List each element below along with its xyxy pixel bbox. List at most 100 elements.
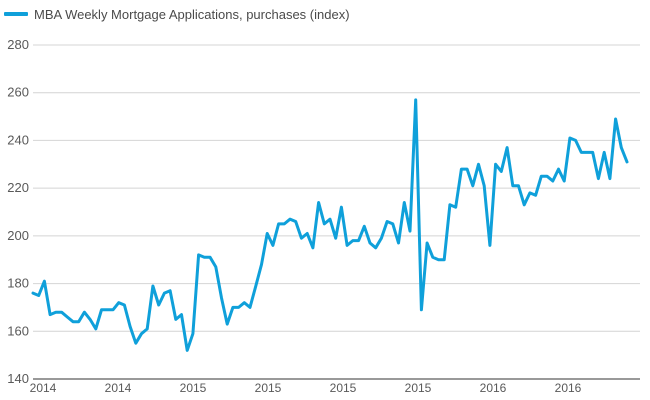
data-point [563,180,566,183]
data-point [163,292,166,295]
data-point [323,222,326,225]
data-point [420,308,423,311]
y-tick-label: 260 [7,85,29,100]
y-tick-label: 200 [7,228,29,243]
data-point [488,244,491,247]
data-point [306,232,309,235]
data-point [94,327,97,330]
y-tick-label: 180 [7,276,29,291]
data-point [448,203,451,206]
data-point [591,151,594,154]
data-point [134,342,137,345]
data-point [243,301,246,304]
data-point [180,313,183,316]
data-point [300,237,303,240]
data-point [32,292,35,295]
x-tick-label: 2014 [105,381,132,395]
data-point [351,239,354,242]
data-point [191,332,194,335]
data-point [517,184,520,187]
data-point [597,177,600,180]
data-point [334,237,337,240]
data-point [37,294,40,297]
data-point [260,263,263,266]
data-point [174,318,177,321]
data-point [83,311,86,314]
data-point [506,146,509,149]
x-axis-ticks: 2014 2014 2015 2015 2015 2015 2016 2016 [30,381,582,395]
series-layer [31,98,629,352]
data-point [586,151,589,154]
data-point [112,308,115,311]
data-point [203,256,206,259]
data-point [511,184,514,187]
data-point [100,308,103,311]
data-point [357,239,360,242]
data-point [374,246,377,249]
grid-lines [33,44,640,380]
data-point [523,203,526,206]
data-point [209,256,212,259]
data-point [129,325,132,328]
data-point [123,304,126,307]
data-point [603,151,606,154]
series-line-mba-purchases [31,98,629,352]
data-point [329,218,332,221]
data-point [186,349,189,352]
y-axis-ticks: 140 160 180 200 220 240 260 280 [7,37,29,386]
data-point [311,246,314,249]
x-tick-label: 2016 [555,381,582,395]
chart-legend: MBA Weekly Mortgage Applications, purcha… [4,6,350,22]
data-point [169,289,172,292]
data-point [54,311,57,314]
data-point [289,218,292,221]
data-point [249,306,252,309]
data-point [237,306,240,309]
data-point [626,160,629,163]
data-point [317,201,320,204]
data-point [277,222,280,225]
legend-swatch [4,12,28,16]
data-point [60,311,63,314]
data-point [197,253,200,256]
data-point [271,244,274,247]
data-point [231,306,234,309]
data-point [534,194,537,197]
data-point [546,175,549,178]
x-tick-label: 2015 [405,381,432,395]
data-point [466,168,469,171]
y-tick-label: 140 [7,371,29,386]
data-point [140,332,143,335]
data-point [151,285,154,288]
data-point [620,146,623,149]
data-point [414,98,417,101]
data-point [363,225,366,228]
data-point [117,301,120,304]
data-point [157,304,160,307]
data-point [346,244,349,247]
data-point [380,237,383,240]
data-point [49,313,52,316]
data-point [460,168,463,171]
y-tick-label: 240 [7,132,29,147]
y-tick-label: 280 [7,37,29,52]
data-point [369,242,372,245]
data-point [409,230,412,233]
y-tick-label: 220 [7,180,29,195]
data-point [403,201,406,204]
legend-label: MBA Weekly Mortgage Applications, purcha… [34,6,350,22]
x-tick-label: 2014 [30,381,57,395]
data-point [471,184,474,187]
data-point [397,242,400,245]
data-point [580,151,583,154]
x-tick-label: 2015 [255,381,282,395]
data-point [483,184,486,187]
data-point [477,163,480,166]
data-point [574,139,577,142]
data-point [43,280,46,283]
data-point [66,316,69,319]
data-point [340,206,343,209]
data-point [557,168,560,171]
data-point [443,258,446,261]
